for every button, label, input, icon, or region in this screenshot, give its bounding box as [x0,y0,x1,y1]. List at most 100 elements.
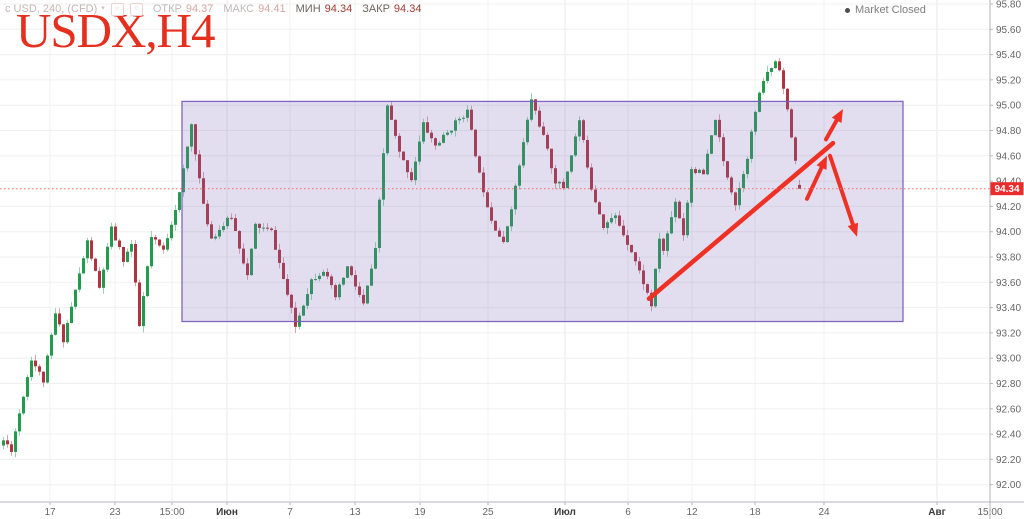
ohlc-close: ЗАКР 94.34 [362,3,422,15]
time-tick-label: 17 [44,507,56,518]
candle-body [270,228,273,231]
candle-body [626,235,629,245]
candle-body [334,285,337,298]
candle-body [206,203,209,225]
candle-body [218,229,221,237]
candle-body [122,247,125,262]
candle-body [214,236,217,239]
arrow-up-inner-drawing[interactable] [805,155,827,201]
candle-body [294,307,297,327]
candle-body [310,279,313,295]
candle-body [466,109,469,118]
candle-body [146,266,149,297]
candle-body [586,140,589,168]
price-tick-label: 94.80 [996,126,1021,137]
candle-body [90,240,93,259]
chevron-down-icon[interactable]: ▾ [101,5,105,12]
candle-body [550,148,553,169]
price-tick-label: 92.00 [996,480,1021,491]
candle-body [458,118,461,121]
candle-body [38,366,41,372]
candle-body [718,119,721,138]
candle-body [30,360,33,378]
candle-body [454,120,457,131]
candle-body [666,233,669,251]
candle-body [746,158,749,175]
candle-body [770,68,773,72]
eye-icon[interactable]: ○ [110,2,124,16]
time-axis[interactable]: 17 23 15:00 Июн 7 13 19 25 Июл 6 12 18 24 Авг 15:00 [44,502,1003,518]
market-closed-dot-icon [845,7,850,13]
time-axis-background [0,502,1024,519]
candle-body [78,273,81,290]
candle-body [614,215,617,219]
candle-body [50,334,53,356]
candle-body [34,360,37,367]
candle-body [574,136,577,156]
trendline-drawing[interactable] [646,140,836,301]
candle-body [374,248,377,269]
candle-body [766,71,769,81]
candle-body [406,160,409,173]
candle-body [658,238,661,269]
candle-body [142,296,145,327]
candle-body [726,161,729,178]
candle-body [58,313,61,325]
candle-body [686,202,689,236]
candle-body [222,226,225,230]
candle-body [794,137,797,161]
candle-body [346,266,349,278]
candle-body [274,230,277,250]
candle-body [690,169,693,203]
candle-body [22,396,25,414]
candle-body [306,294,309,306]
candle-body [322,271,325,276]
price-axis[interactable]: 95.80 95.60 95.40 95.20 95.00 94.80 94.60 94.40… [990,0,1021,491]
current-price-label: 94.34 [990,182,1024,196]
candle-body [226,217,229,227]
consolidation-zone-drawing[interactable] [181,100,904,323]
candle-body [290,294,293,308]
candle-body [646,284,649,293]
candle-body [782,70,785,89]
candle-body [558,181,561,184]
candle-body [534,99,537,111]
candle-body [230,217,233,219]
candle-body [102,269,105,288]
ohlc-high: МАКС 94.41 [223,3,286,15]
price-tick-label: 93.40 [996,303,1021,314]
candle-body [478,156,481,173]
time-tick-label: Июл [554,507,576,518]
candle-body [582,120,585,141]
settings-icon[interactable]: ○ [129,2,143,16]
candle-body [422,122,425,142]
candle-body [42,371,45,383]
market-status-text: Market Closed [855,4,926,16]
symbol-title[interactable]: с USD, 240, (CFD) [5,3,98,15]
arrow-up-breakout-drawing[interactable] [824,108,843,142]
price-tick-label: 95.60 [996,25,1021,36]
candle-body [738,187,741,206]
candle-body [174,209,177,225]
candle-body [602,214,605,228]
candle-body [522,142,525,166]
arrow-down-rejection-drawing[interactable] [828,153,859,237]
candle-body [774,61,777,69]
time-tick-label: Авг [928,507,946,518]
candle-body [362,294,365,304]
candle-body [438,142,441,146]
candle-body [570,155,573,172]
candle-body [562,181,565,189]
candle-body [166,238,169,250]
candle-body [382,153,385,200]
candle-body [758,92,761,112]
candle-body [150,237,153,267]
candle-body [554,168,557,184]
candle-body [18,413,21,432]
candle-body [138,282,141,327]
price-tick-label: 92.40 [996,430,1021,441]
candle-body [786,88,789,110]
candle-body [198,154,201,179]
